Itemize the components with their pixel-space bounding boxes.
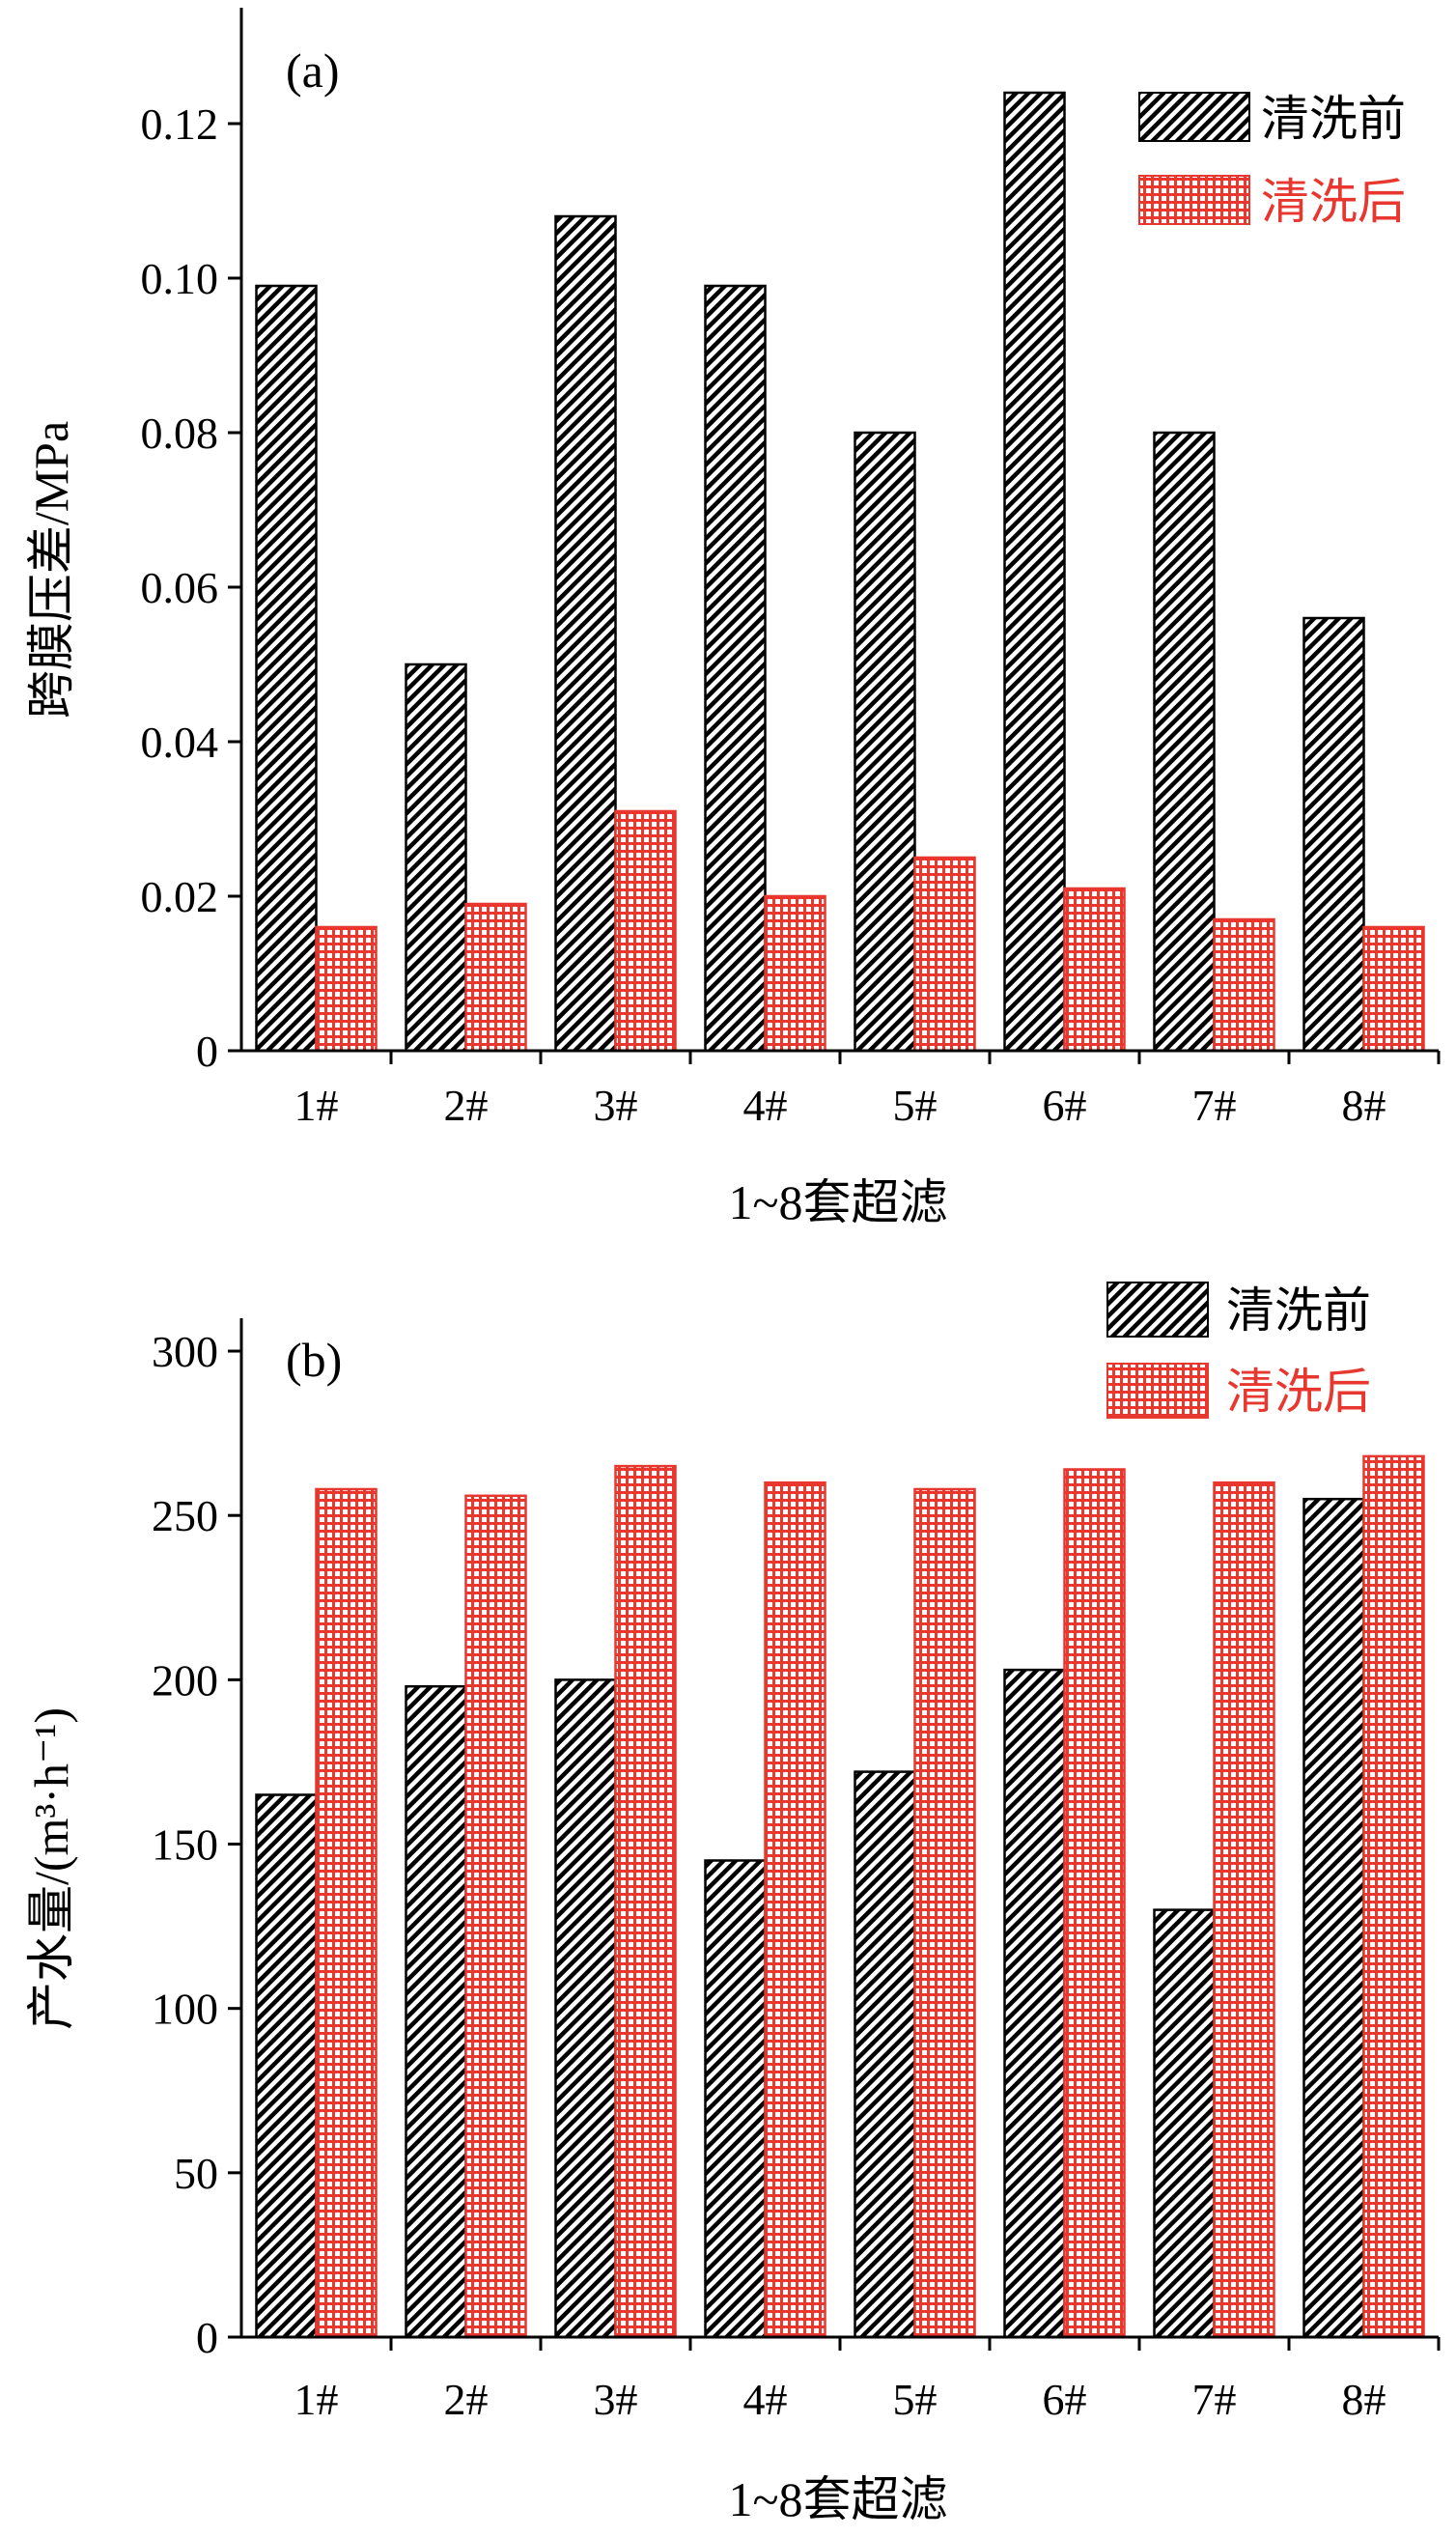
legend-swatch-before-a xyxy=(1138,92,1250,142)
bar-after-7 xyxy=(1213,1480,1275,2339)
bar-before-5 xyxy=(854,1770,916,2339)
x-tick-label: 8# xyxy=(1342,2375,1386,2424)
x-tick-label: 8# xyxy=(1342,1081,1386,1130)
bar-after-8 xyxy=(1362,925,1425,1053)
y-tick-label: 0.04 xyxy=(141,718,219,767)
y-tick-label: 0 xyxy=(196,1027,218,1076)
bar-before-4 xyxy=(704,1859,767,2339)
legend-swatch-after-a xyxy=(1138,175,1250,225)
y-tick-label: 150 xyxy=(152,1820,218,1870)
bar-before-2 xyxy=(405,662,467,1053)
bar-before-1 xyxy=(255,284,318,1053)
x-tick-label: 2# xyxy=(444,1081,489,1130)
chart-panel-a: 0 0.02 0.04 0.06 0.08 0.10 0.12 1# 2# 3# 4# 5# 6# 7#… xyxy=(24,8,1441,1229)
x-tick-label: 7# xyxy=(1192,1081,1237,1130)
x-tick-label: 6# xyxy=(1043,1081,1087,1130)
y-tick-label: 0.08 xyxy=(141,409,219,458)
bar-before-7 xyxy=(1153,1908,1216,2339)
y-tick-label: 0.02 xyxy=(141,872,219,921)
y-tick-label: 0.12 xyxy=(141,99,219,149)
bar-after-6 xyxy=(1063,1468,1126,2339)
bar-after-3 xyxy=(614,809,677,1053)
x-tick-label: 4# xyxy=(743,1081,788,1130)
x-tick-label: 5# xyxy=(893,1081,938,1130)
y-ticks-a: 0 0.02 0.04 0.06 0.08 0.10 0.12 xyxy=(141,99,241,1076)
bar-after-6 xyxy=(1063,887,1126,1053)
bar-before-8 xyxy=(1302,616,1365,1053)
bar-before-6 xyxy=(1003,1668,1066,2339)
bar-after-2 xyxy=(464,1494,527,2339)
y-tick-label: 0 xyxy=(196,2313,218,2362)
bar-before-4 xyxy=(704,284,767,1053)
bar-before-1 xyxy=(255,1793,318,2339)
x-axis-title-b: 1~8套超滤 xyxy=(728,2472,947,2526)
bar-before-5 xyxy=(854,431,916,1053)
x-tick-label: 1# xyxy=(294,2375,339,2424)
bar-before-3 xyxy=(554,1678,617,2339)
bars-a xyxy=(255,91,1425,1053)
bar-after-5 xyxy=(913,856,976,1053)
y-tick-label: 200 xyxy=(152,1655,218,1705)
x-tick-label: 2# xyxy=(444,2375,489,2424)
legend-a: 清洗前 清洗后 xyxy=(1138,92,1406,229)
bars-b xyxy=(255,1454,1425,2339)
bar-before-7 xyxy=(1153,431,1216,1053)
x-tick-label: 6# xyxy=(1043,2375,1087,2424)
bar-after-4 xyxy=(764,1480,826,2339)
x-tick-label: 3# xyxy=(594,1081,638,1130)
panel-label-b: (b) xyxy=(286,1333,342,1387)
bar-before-6 xyxy=(1003,91,1066,1053)
x-tick-label: 4# xyxy=(743,2375,788,2424)
legend-swatch-after-b xyxy=(1106,1363,1209,1419)
bar-after-3 xyxy=(614,1464,677,2339)
bar-before-2 xyxy=(405,1684,467,2339)
y-axis-title-b: 产水量/(m³·h⁻¹) xyxy=(24,1707,78,2030)
bar-after-1 xyxy=(315,1487,378,2339)
bar-after-1 xyxy=(315,925,378,1053)
legend-label-before-b: 清洗前 xyxy=(1226,1283,1371,1338)
x-ticks-a: 1# 2# 3# 4# 5# 6# 7# 8# xyxy=(294,1051,1441,1130)
legend-label-before-a: 清洗前 xyxy=(1261,92,1406,146)
x-tick-label: 5# xyxy=(893,2375,938,2424)
x-tick-label: 7# xyxy=(1192,2375,1237,2424)
bar-after-5 xyxy=(913,1487,976,2339)
bar-before-3 xyxy=(554,214,617,1053)
bar-after-2 xyxy=(464,902,527,1053)
legend-swatch-before-b xyxy=(1106,1282,1209,1338)
y-ticks-b: 0 50 100 150 200 250 300 xyxy=(152,1327,241,2362)
x-ticks-b: 1# 2# 3# 4# 5# 6# 7# 8# xyxy=(294,2337,1441,2424)
y-tick-label: 300 xyxy=(152,1327,218,1376)
legend-label-after-b: 清洗后 xyxy=(1226,1365,1371,1419)
y-tick-label: 250 xyxy=(152,1491,218,1540)
y-tick-label: 0.10 xyxy=(141,254,219,303)
x-axis-title-a: 1~8套超滤 xyxy=(728,1175,947,1229)
bar-after-7 xyxy=(1213,917,1275,1053)
y-axis-title-a: 跨膜压差/MPa xyxy=(24,421,78,719)
y-tick-label: 50 xyxy=(174,2149,218,2198)
legend-b: 清洗前 清洗后 xyxy=(1106,1282,1371,1419)
bar-after-4 xyxy=(764,894,826,1053)
y-tick-label: 100 xyxy=(152,1985,218,2034)
x-tick-label: 1# xyxy=(294,1081,339,1130)
panel-label-a: (a) xyxy=(286,43,340,98)
bar-after-8 xyxy=(1362,1454,1425,2339)
y-tick-label: 0.06 xyxy=(141,563,219,612)
x-tick-label: 3# xyxy=(594,2375,638,2424)
legend-label-after-a: 清洗后 xyxy=(1261,175,1406,229)
bar-before-8 xyxy=(1302,1497,1365,2339)
